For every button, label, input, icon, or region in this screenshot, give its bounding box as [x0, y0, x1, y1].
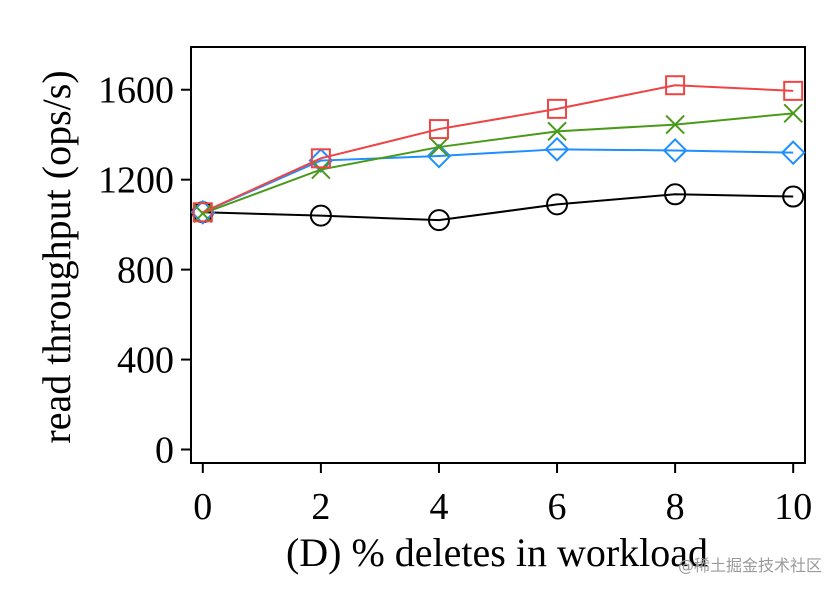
series — [193, 103, 803, 224]
data-point — [665, 114, 685, 135]
x-tick-label: 2 — [311, 486, 330, 528]
x-tick-label: 4 — [429, 486, 448, 528]
y-axis-label: read throughput (ops/s) — [34, 70, 79, 443]
data-point — [544, 136, 570, 162]
data-point — [427, 209, 450, 232]
data-point — [309, 204, 332, 227]
y-tick-label: 400 — [117, 340, 174, 382]
series-line — [202, 84, 794, 214]
y-tick-label: 800 — [117, 250, 174, 292]
data-point — [546, 193, 569, 216]
y-axis-ticks: 0 400 800 1200 1600 — [98, 70, 191, 472]
x-axis-label: (D) % deletes in workload — [286, 530, 708, 575]
y-tick-label: 1600 — [98, 70, 174, 112]
data-point — [780, 140, 806, 166]
series-line — [202, 193, 794, 222]
data-point — [662, 138, 688, 163]
x-tick-label: 6 — [548, 486, 567, 528]
data-point — [782, 185, 805, 208]
data-point — [547, 98, 568, 119]
data-point — [311, 159, 331, 180]
series-layer — [190, 75, 806, 232]
data-point — [310, 148, 331, 169]
x-tick-label: 8 — [666, 486, 685, 528]
plot-frame — [190, 46, 806, 464]
watermark: @稀土掘金技术社区 — [678, 556, 822, 575]
x-axis-ticks: 0 2 4 6 8 10 — [193, 463, 812, 528]
data-point — [664, 183, 687, 206]
data-point — [783, 103, 803, 124]
y-tick-label: 0 — [155, 430, 174, 472]
data-point — [428, 119, 449, 140]
series-line — [202, 148, 794, 214]
data-point — [547, 121, 567, 142]
data-point — [665, 75, 686, 96]
x-tick-label: 10 — [774, 486, 812, 528]
series — [190, 136, 806, 225]
series — [192, 75, 804, 223]
data-point — [426, 143, 452, 169]
data-point — [783, 80, 804, 101]
series — [191, 183, 805, 232]
data-point — [193, 203, 213, 224]
series-line — [202, 112, 794, 215]
y-tick-label: 1200 — [98, 160, 174, 202]
data-point — [429, 137, 449, 157]
x-tick-label: 0 — [193, 486, 212, 528]
data-point — [192, 202, 213, 223]
